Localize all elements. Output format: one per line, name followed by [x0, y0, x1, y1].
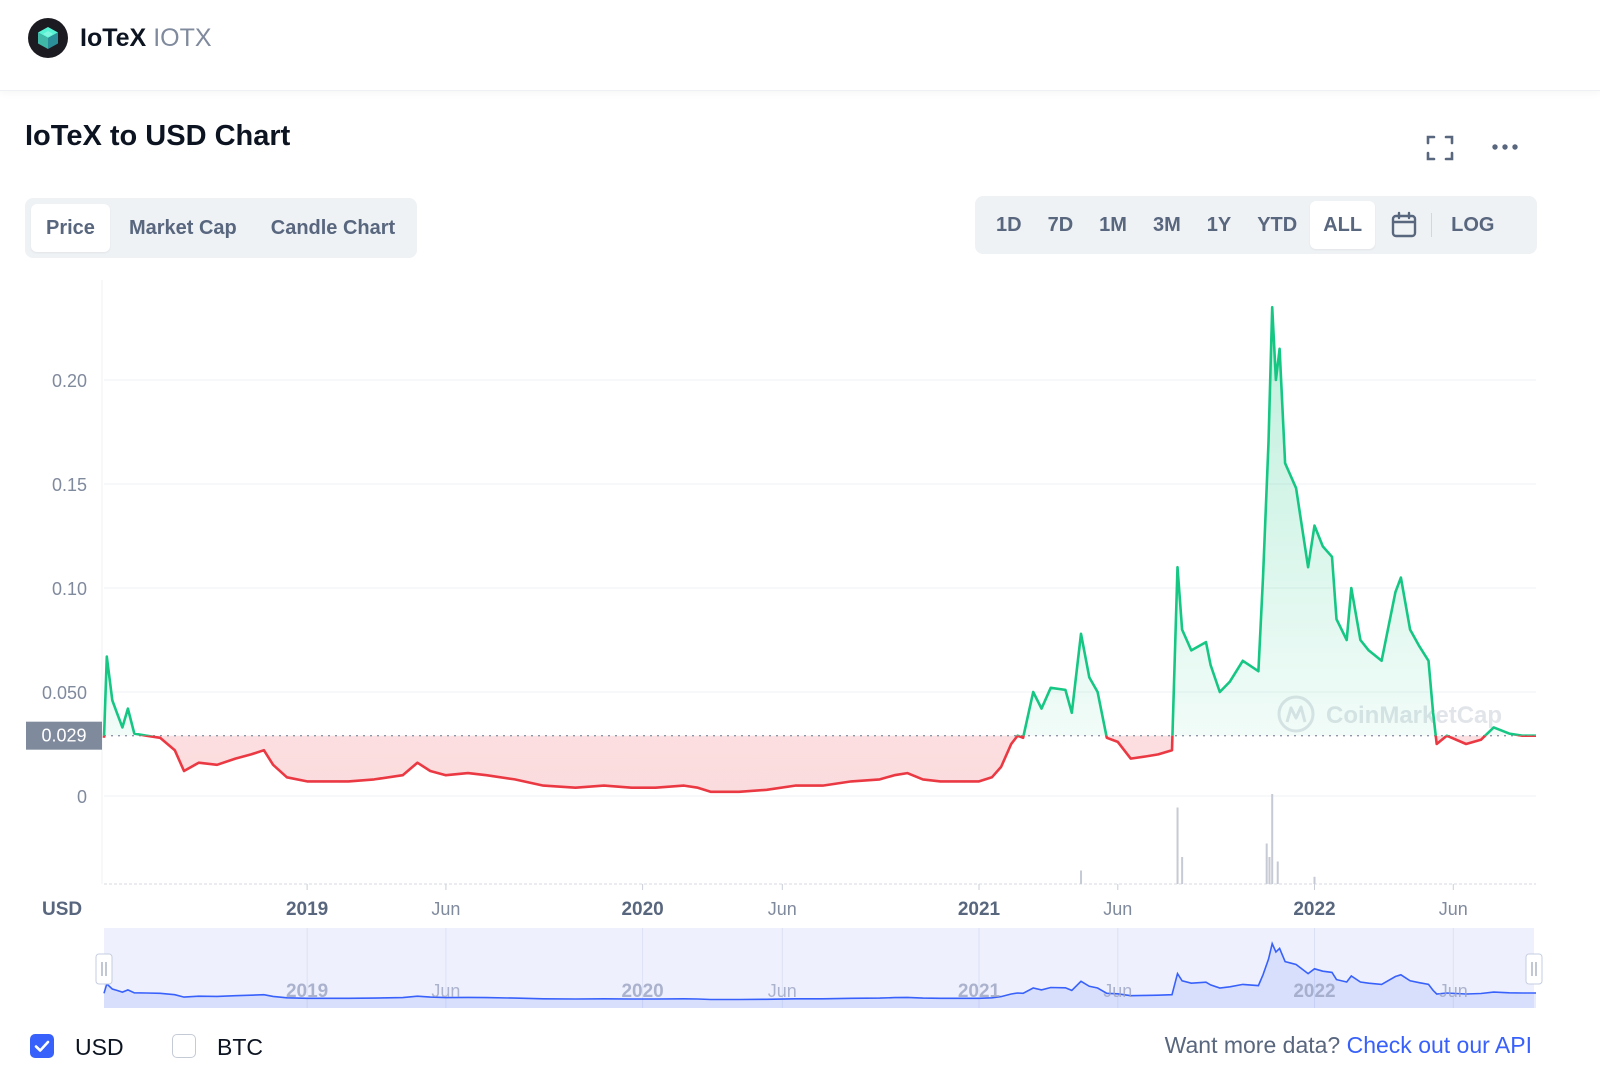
x-tick-label: 2019 — [286, 899, 328, 920]
navigator-labels: 2019 Jun 2020 Jun 2021 Jun 2022 Jun — [286, 981, 1468, 1002]
tab-price[interactable]: Price — [31, 204, 110, 252]
x-tick-label: Jun — [1439, 899, 1468, 919]
volume-bar — [1276, 861, 1279, 884]
y-axis: 0 0.050 0.10 0.15 0.20 — [42, 371, 87, 807]
more-horizontal-icon[interactable] — [1487, 130, 1523, 166]
volume-bars — [1080, 794, 1316, 884]
range-7d[interactable]: 7D — [1047, 214, 1074, 236]
navigator-price-line — [103, 941, 1536, 1001]
area-above-baseline — [104, 307, 1523, 736]
current-price-label: 0.029 — [41, 726, 86, 746]
tab-candle-chart[interactable]: Candle Chart — [270, 217, 396, 239]
time-range-selector: 1D 7D 1M 3M 1Y YTD ALL LOG — [975, 196, 1537, 254]
price-line-down — [102, 735, 1536, 794]
volume-bar — [1271, 794, 1274, 884]
price-area — [104, 307, 1536, 792]
chart-type-tabs: Price Market Cap Candle Chart — [25, 198, 417, 258]
x-tick-label: Jun — [1103, 899, 1132, 919]
y-tick-label: 0.10 — [52, 579, 87, 599]
navigator-tick-label: 2019 — [286, 981, 328, 1002]
volume-bar — [1313, 876, 1316, 884]
btc-legend-label: BTC — [217, 1034, 263, 1060]
y-tick-label: 0 — [77, 787, 87, 807]
x-tick-label: 2022 — [1293, 899, 1335, 920]
navigator-tick-label: Jun — [431, 981, 460, 1001]
fullscreen-icon[interactable] — [1422, 130, 1458, 166]
navigator-tick-label: 2022 — [1293, 981, 1335, 1002]
coin-name: IoTeX IOTX — [80, 24, 212, 53]
usd-legend-label: USD — [75, 1034, 124, 1060]
api-note: Want more data? Check out our API — [1165, 1032, 1532, 1059]
usd-checkbox[interactable] — [30, 1034, 54, 1058]
volume-bar — [1181, 857, 1184, 884]
calendar-icon[interactable] — [1389, 210, 1419, 240]
range-all[interactable]: ALL — [1310, 201, 1376, 249]
api-link[interactable]: Check out our API — [1346, 1032, 1532, 1058]
iotex-cube-logo-icon — [28, 18, 68, 58]
y-tick-label: 0.15 — [52, 475, 87, 495]
navigator-tick-label: Jun — [1103, 981, 1132, 1001]
volume-bar — [1268, 857, 1271, 884]
range-ytd[interactable]: YTD — [1257, 214, 1298, 236]
tab-market-cap[interactable]: Market Cap — [128, 217, 237, 239]
navigator-tick-label: Jun — [1439, 981, 1468, 1001]
volume-bar — [1176, 807, 1179, 884]
range-separator — [1431, 213, 1433, 237]
coin-name-text: IoTeX — [80, 24, 147, 52]
currency-axis-label: USD — [42, 899, 82, 920]
currency-legend: USD BTC Want more data? Check out our AP… — [0, 1020, 1600, 1080]
volume-bar — [1080, 870, 1083, 884]
coin-symbol: IOTX — [153, 24, 212, 52]
range-navigator[interactable]: 2019 Jun 2020 Jun 2021 Jun 2022 Jun — [95, 928, 1543, 1008]
api-prompt: Want more data? — [1164, 1032, 1341, 1058]
range-1y[interactable]: 1Y — [1206, 214, 1232, 236]
x-tick-label: 2020 — [621, 899, 663, 920]
navigator-line — [103, 941, 1536, 1008]
navigator-tick-label: 2020 — [621, 981, 663, 1002]
check-icon — [34, 1040, 50, 1052]
navigator-grid — [306, 928, 1454, 1008]
x-axis: 2019 Jun 2020 Jun 2021 Jun 2022 Jun — [286, 884, 1468, 920]
area-below-baseline — [104, 735, 1536, 792]
range-1m[interactable]: 1M — [1099, 214, 1127, 236]
chart-title: IoTeX to USD Chart — [25, 120, 291, 152]
volume-bar — [1265, 843, 1268, 884]
x-tick-label: Jun — [768, 899, 797, 919]
navigator-left-handle[interactable] — [95, 953, 113, 985]
current-price-badge: 0.029 — [26, 721, 102, 750]
navigator-tick-label: 2021 — [958, 981, 1001, 1002]
btc-checkbox[interactable] — [172, 1034, 196, 1058]
x-tick-label: 2021 — [958, 899, 1001, 920]
x-tick-label: Jun — [431, 899, 460, 919]
price-line-up — [102, 305, 1536, 736]
y-tick-label: 0.20 — [52, 371, 87, 391]
log-scale-toggle[interactable]: LOG — [1451, 214, 1495, 236]
y-tick-label: 0.050 — [42, 683, 87, 703]
navigator-right-handle[interactable] — [1525, 953, 1543, 985]
range-1d[interactable]: 1D — [996, 214, 1022, 236]
price-line — [102, 305, 1536, 794]
coin-header: IoTeX IOTX — [0, 0, 1600, 91]
navigator-area — [104, 943, 1536, 1008]
range-3m[interactable]: 3M — [1152, 214, 1181, 236]
chart-grid — [101, 280, 1536, 885]
navigator-tick-label: Jun — [768, 981, 797, 1001]
